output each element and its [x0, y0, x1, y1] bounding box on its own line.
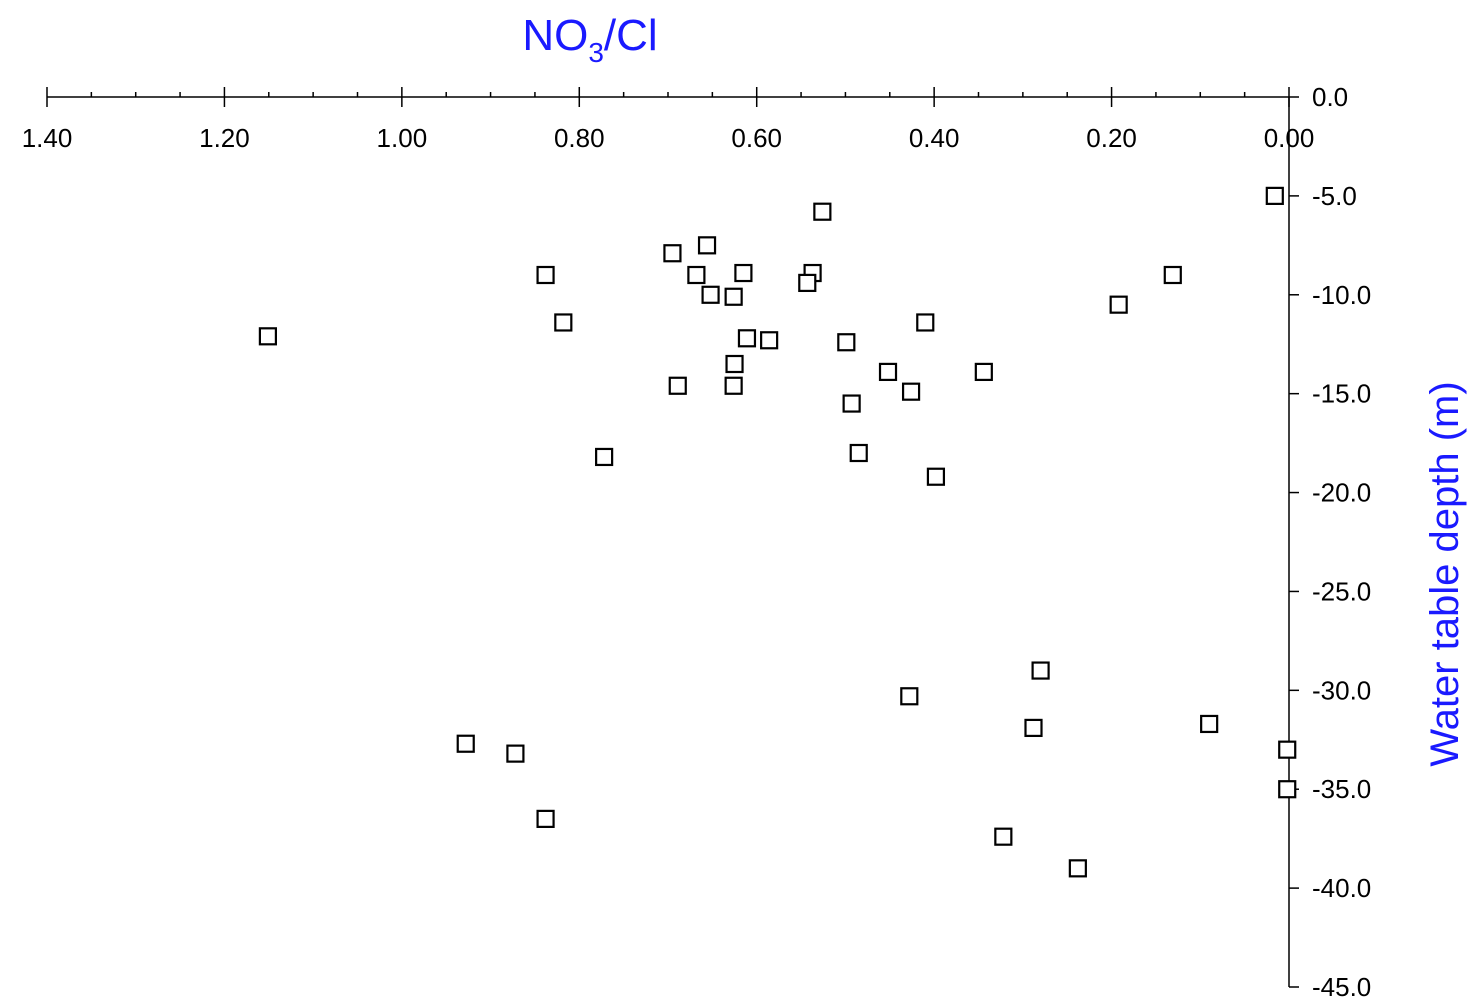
- data-point: [900, 687, 919, 706]
- data-point: [1024, 718, 1043, 738]
- chart-title: NO3/Cl: [522, 11, 657, 68]
- y-axis: 0.0 -5.0 -10.0 -15.0 -20.0 -25.0 -30.0 -35.0 -40…: [1288, 82, 1371, 1002]
- data-point: [725, 354, 744, 374]
- data-point: [916, 313, 935, 332]
- data-point: [926, 467, 946, 486]
- y-tick-label: -5.0: [1312, 181, 1357, 211]
- x-tick-label: 0.20: [1086, 123, 1137, 153]
- y-tick-label: -40.0: [1312, 873, 1371, 903]
- data-point: [901, 382, 921, 401]
- data-point: [701, 285, 720, 304]
- y-tick-label: -25.0: [1312, 576, 1371, 606]
- chart-title-subscript: 3: [588, 37, 604, 68]
- y-tick-label: 0.0: [1312, 82, 1348, 112]
- x-tick-label: 1.20: [199, 123, 250, 153]
- y-tick-label: -20.0: [1312, 478, 1371, 508]
- data-point: [849, 443, 868, 463]
- y-axis-label: Water table depth (m): [1423, 381, 1467, 766]
- data-point: [734, 263, 753, 283]
- data-point: [536, 809, 555, 828]
- data-point: [1109, 295, 1128, 314]
- data-point: [760, 331, 779, 350]
- data-point: [813, 202, 832, 221]
- data-point: [842, 394, 861, 413]
- x-tick-label: 0.40: [909, 123, 960, 153]
- y-tick-label: -45.0: [1312, 972, 1371, 1002]
- data-point: [1278, 780, 1297, 799]
- chart-title-tail: /Cl: [604, 11, 658, 60]
- data-point: [663, 244, 682, 263]
- data-point: [837, 333, 856, 352]
- x-tick-label: 1.00: [377, 123, 428, 153]
- data-point: [506, 744, 525, 763]
- data-point: [595, 447, 614, 467]
- data-point: [1278, 740, 1297, 759]
- y-tick-label: -10.0: [1312, 280, 1371, 310]
- data-point: [1265, 186, 1284, 205]
- y-tick-label: -15.0: [1312, 379, 1371, 409]
- data-point: [878, 362, 898, 382]
- data-point: [724, 376, 743, 395]
- x-tick-label: 1.40: [22, 123, 73, 153]
- y-tick-label: -30.0: [1312, 675, 1371, 705]
- data-point: [974, 362, 993, 382]
- data-point: [536, 265, 555, 285]
- data-point: [994, 827, 1013, 846]
- data-point: [724, 287, 743, 306]
- data-point: [456, 734, 475, 753]
- data-points: [258, 186, 1297, 878]
- x-tick-label: 0.80: [554, 123, 605, 153]
- data-point: [668, 376, 687, 395]
- chart-title-main: NO: [522, 11, 588, 60]
- data-point: [258, 327, 277, 346]
- data-point: [554, 313, 573, 332]
- data-point: [1200, 714, 1219, 734]
- data-point: [1031, 661, 1050, 680]
- data-point: [1163, 265, 1182, 285]
- data-point: [697, 236, 717, 255]
- y-tick-label: -35.0: [1312, 774, 1371, 804]
- x-tick-label: 0.60: [731, 123, 782, 153]
- data-point: [687, 265, 706, 285]
- data-point: [1068, 859, 1087, 878]
- data-point: [798, 273, 817, 293]
- data-point: [737, 329, 757, 348]
- x-axis: 1.40 1.20 1.00 0.80 0.60 0.40 0.20 0.00: [22, 87, 1314, 153]
